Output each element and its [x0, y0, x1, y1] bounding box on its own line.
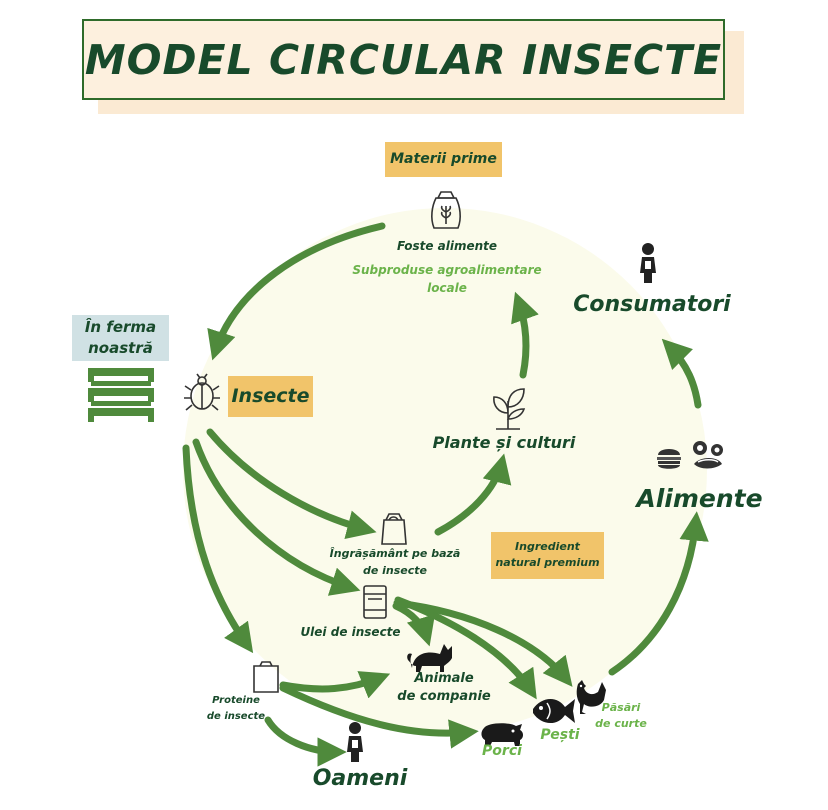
- label-plante: Plante și culturi: [432, 433, 576, 452]
- tag-ingredient-line1: Ingredient: [515, 540, 580, 553]
- arrow-protein-to-pigs: [279, 684, 479, 749]
- title-box: [82, 19, 725, 100]
- label-oameni: Oameni: [312, 766, 408, 791]
- tag-in-ferma-line2: noastră: [88, 339, 153, 357]
- farm-tray-icon: [88, 368, 154, 422]
- person-icon: [347, 722, 363, 762]
- oil-barrel-icon: [363, 585, 387, 619]
- grain-sack-icon: [431, 191, 461, 229]
- arrow-insects-to-oil: [192, 438, 361, 596]
- label-ingrasamant-line1: Îngrășământ pe bază: [329, 547, 461, 560]
- tag-ingredient: Ingredient natural premium: [491, 532, 604, 579]
- arrow-food-to-consumers: [661, 338, 702, 409]
- arrow-raw-to-insects: [207, 222, 386, 361]
- arrow-plants-to-raw: [511, 291, 539, 379]
- arrow-insects-to-protein: [182, 444, 254, 654]
- label-alimente: Alimente: [636, 484, 763, 513]
- arrow-oil-to-pets: [392, 602, 435, 647]
- tag-in-ferma-line1: În ferma: [84, 318, 157, 336]
- pig-icon: [481, 723, 523, 746]
- label-pasari-line1: Păsări: [601, 701, 641, 714]
- label-subproduse-line2: locale: [427, 281, 467, 295]
- label-subproduse-line1: Subproduse agroalimentare: [352, 263, 542, 277]
- arrow-insects-to-fertilizer: [206, 428, 377, 540]
- chicken-icon: [576, 680, 606, 714]
- label-ingrasamant-line2: de insecte: [362, 564, 427, 577]
- tag-materii-prime: Materii prime: [385, 142, 502, 177]
- label-ingrasamant: Îngrășământ pe bază de insecte: [322, 545, 468, 579]
- arrow-oil-to-poultry: [393, 599, 573, 687]
- label-subproduse: Subproduse agroalimentare locale: [342, 261, 552, 297]
- cat-icon: [407, 644, 452, 672]
- arrow-protein-to-pets: [279, 671, 391, 699]
- arrow-poultry-to-food: [608, 511, 709, 676]
- label-consumatori: Consumatori: [573, 292, 731, 317]
- label-proteine-line2: de insecte: [206, 711, 266, 722]
- arrow-fertilizer-to-plants: [434, 453, 512, 536]
- fertilizer-bag-icon: [381, 513, 407, 545]
- label-animale-line2: de companie: [397, 689, 491, 704]
- cycle-background: [183, 208, 707, 732]
- label-porci: Porci: [482, 743, 522, 759]
- person-icon: [640, 243, 656, 283]
- label-pasari: Păsări de curte: [590, 700, 652, 732]
- sushi-icon: [693, 441, 723, 469]
- label-pesti: Pești: [540, 727, 580, 743]
- label-animale-line1: Animale: [414, 671, 474, 686]
- tag-ingredient-line2: natural premium: [495, 556, 600, 569]
- label-proteine-line1: Proteine: [212, 695, 260, 706]
- burger-icon: [657, 449, 681, 469]
- fish-icon: [533, 698, 575, 724]
- protein-bag-icon: [253, 661, 279, 693]
- label-proteine: Proteine de insecte: [196, 693, 276, 725]
- plant-icon: [493, 388, 526, 430]
- tag-insecte: Insecte: [228, 376, 313, 417]
- arrow-protein-to-people: [264, 716, 347, 767]
- tag-in-ferma: În ferma noastră: [72, 315, 169, 361]
- beetle-icon: [184, 373, 220, 411]
- label-animale: Animale de companie: [384, 670, 504, 706]
- page-title: MODEL CIRCULAR INSECTE: [84, 36, 723, 84]
- label-foste-alimente: Foste alimente: [396, 239, 498, 253]
- label-pasari-line2: de curte: [595, 717, 647, 730]
- label-ulei: Ulei de insecte: [300, 625, 401, 639]
